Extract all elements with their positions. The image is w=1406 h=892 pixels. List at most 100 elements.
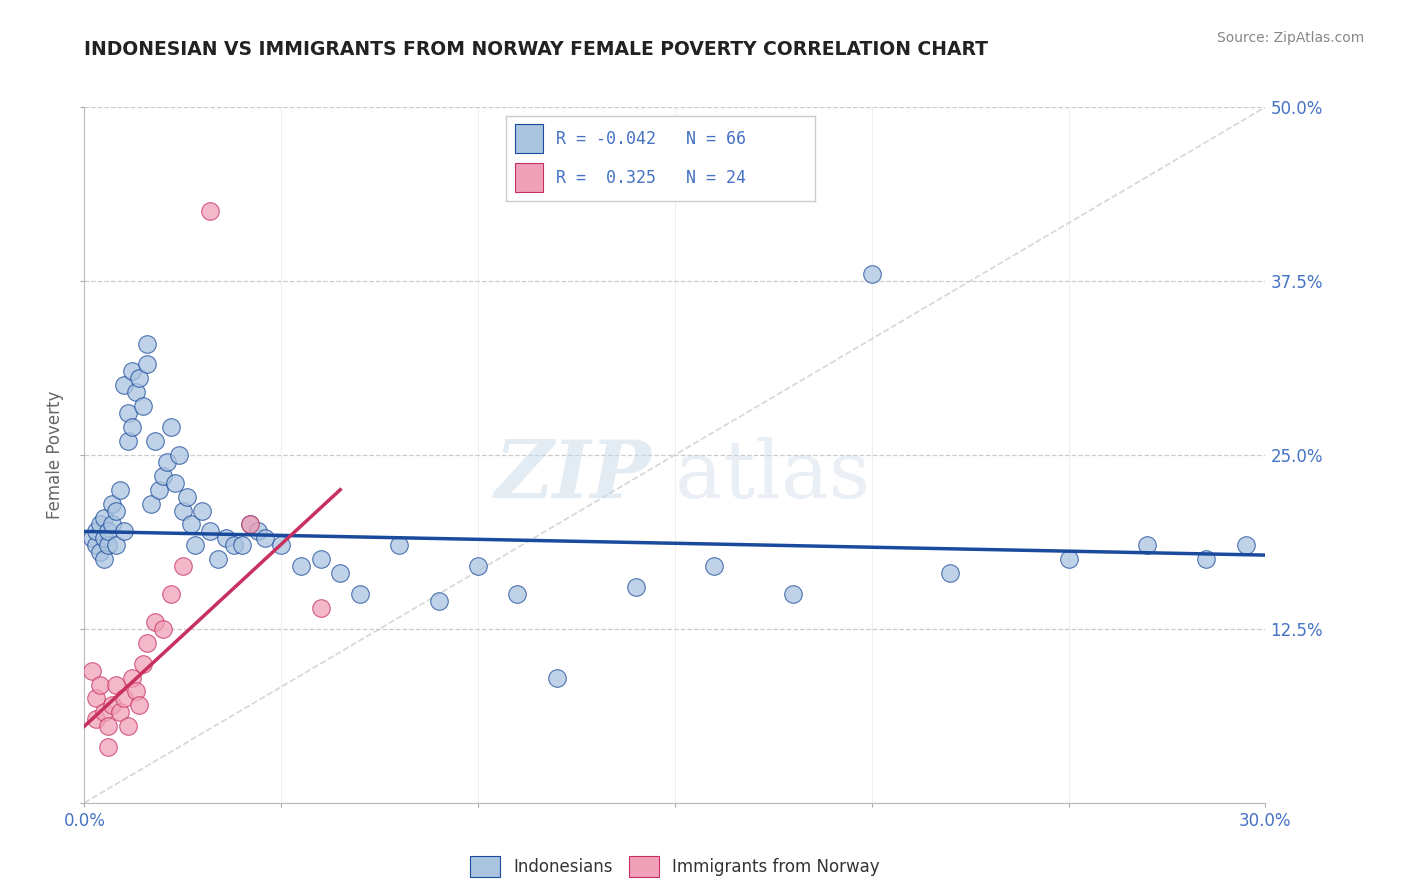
Text: ZIP: ZIP [495, 437, 651, 515]
Point [104, 677, 127, 691]
Point [97, 524, 120, 539]
Text: R =  0.325   N = 24: R = 0.325 N = 24 [555, 169, 745, 186]
Point [222, 538, 245, 552]
Point [84, 524, 107, 539]
Point [84, 691, 107, 706]
Point [136, 358, 159, 372]
Point [101, 497, 124, 511]
Point [152, 468, 174, 483]
Point [97, 538, 120, 552]
Text: INDONESIAN VS IMMIGRANTS FROM NORWAY FEMALE POVERTY CORRELATION CHART: INDONESIAN VS IMMIGRANTS FROM NORWAY FEM… [84, 40, 988, 59]
Point [121, 671, 143, 685]
Point [172, 503, 194, 517]
Point [467, 559, 489, 574]
Point [860, 267, 883, 281]
Point [167, 448, 190, 462]
Point [141, 497, 163, 511]
Point [136, 336, 159, 351]
Point [93, 510, 115, 524]
Point [160, 420, 183, 434]
Point [388, 538, 411, 552]
Point [97, 740, 120, 755]
Point [128, 371, 150, 385]
Point [108, 483, 131, 497]
Point [132, 657, 155, 671]
Point [128, 698, 150, 713]
Point [97, 719, 120, 733]
Point [246, 524, 269, 539]
Point [172, 559, 194, 574]
Point [143, 615, 166, 629]
Point [624, 580, 647, 594]
Point [231, 538, 253, 552]
Point [176, 490, 198, 504]
Point [93, 706, 115, 720]
Point [104, 503, 127, 517]
Point [506, 587, 529, 601]
Point [427, 594, 450, 608]
Point [239, 517, 262, 532]
Point [89, 677, 111, 691]
Point [183, 538, 205, 552]
Point [939, 566, 962, 581]
Point [101, 517, 124, 532]
Text: atlas: atlas [675, 437, 870, 515]
Point [124, 684, 146, 698]
Point [112, 378, 135, 392]
Point [82, 664, 104, 678]
Point [112, 691, 135, 706]
Point [200, 204, 222, 219]
Point [117, 406, 139, 420]
Bar [516, 124, 543, 153]
Point [152, 622, 174, 636]
Text: R = -0.042   N = 66: R = -0.042 N = 66 [555, 130, 745, 148]
Point [124, 385, 146, 400]
Point [270, 538, 292, 552]
Point [89, 517, 111, 532]
Point [191, 503, 214, 517]
Point [1057, 552, 1080, 566]
Point [121, 364, 143, 378]
Point [329, 566, 352, 581]
Point [117, 719, 139, 733]
Point [207, 552, 229, 566]
Point [84, 538, 107, 552]
Point [89, 545, 111, 559]
Point [1234, 538, 1257, 552]
Point [93, 552, 115, 566]
Legend: Indonesians, Immigrants from Norway: Indonesians, Immigrants from Norway [461, 848, 889, 885]
Point [121, 420, 143, 434]
Point [108, 706, 131, 720]
Point [82, 532, 104, 546]
Point [1136, 538, 1159, 552]
Point [309, 601, 332, 615]
Point [101, 698, 124, 713]
Point [148, 483, 170, 497]
Point [132, 399, 155, 413]
Bar [516, 163, 543, 192]
Point [309, 552, 332, 566]
Point [782, 587, 804, 601]
Point [143, 434, 166, 448]
Point [117, 434, 139, 448]
Point [703, 559, 725, 574]
Point [349, 587, 371, 601]
Point [104, 538, 127, 552]
Text: Source: ZipAtlas.com: Source: ZipAtlas.com [1216, 31, 1364, 45]
Point [93, 532, 115, 546]
Point [254, 532, 277, 546]
Point [163, 475, 186, 490]
Point [200, 524, 222, 539]
Point [215, 532, 238, 546]
Point [136, 636, 159, 650]
Point [112, 524, 135, 539]
Point [1195, 552, 1218, 566]
Point [546, 671, 568, 685]
Point [84, 712, 107, 726]
Point [290, 559, 312, 574]
Point [239, 517, 262, 532]
Point [156, 455, 179, 469]
Point [180, 517, 202, 532]
Y-axis label: Female Poverty: Female Poverty [46, 391, 65, 519]
Point [160, 587, 183, 601]
